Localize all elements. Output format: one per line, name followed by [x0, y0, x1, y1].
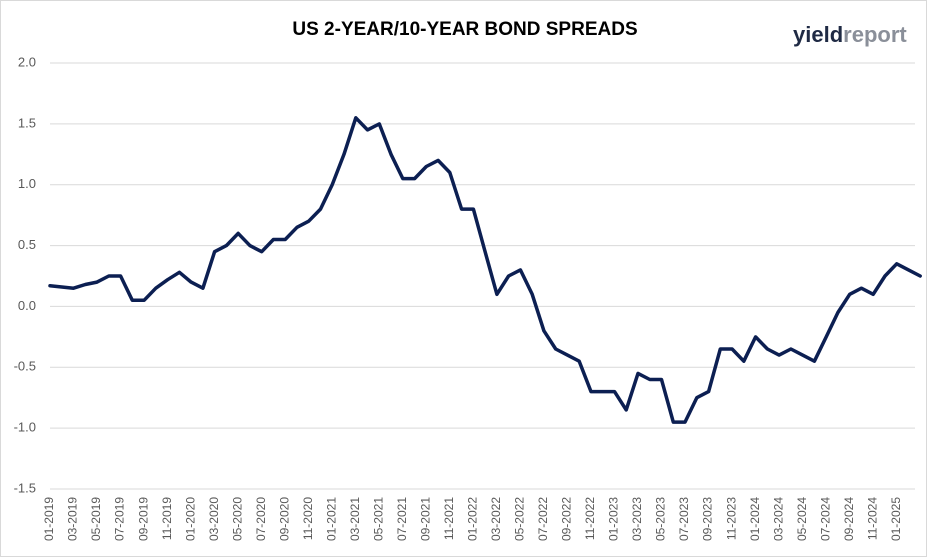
x-tick-label: 05-2023 — [654, 497, 668, 541]
x-tick-label: 01-2024 — [748, 497, 762, 541]
y-tick-label: 0.5 — [18, 237, 36, 252]
x-tick-label: 07-2023 — [677, 497, 691, 541]
x-tick-label: 01-2022 — [466, 497, 480, 541]
series-line — [48, 116, 922, 424]
x-tick-label: 03-2022 — [489, 497, 503, 541]
x-tick-label: 03-2023 — [630, 497, 644, 541]
x-tick-label: 11-2021 — [442, 497, 456, 540]
x-tick-label: 09-2019 — [136, 497, 150, 541]
x-tick-label: 09-2024 — [842, 497, 856, 541]
x-tick-label: 05-2022 — [513, 497, 527, 541]
logo: yieldreport — [793, 22, 907, 47]
y-tick-label: 2.0 — [18, 54, 36, 69]
x-tick-label: 05-2020 — [230, 497, 244, 541]
x-tick-label: 11-2019 — [160, 497, 174, 540]
logo-part: yield — [793, 22, 843, 47]
x-tick-label: 07-2022 — [536, 497, 550, 541]
x-tick-label: 01-2019 — [42, 497, 56, 541]
x-tick-label: 11-2024 — [865, 497, 879, 540]
y-tick-label: -1.0 — [14, 420, 36, 435]
y-tick-label: 1.0 — [18, 176, 36, 191]
x-tick-label: 09-2021 — [418, 497, 432, 541]
x-tick-label: 03-2021 — [348, 497, 362, 541]
x-tick-label: 03-2019 — [66, 497, 80, 541]
logo-part: report — [843, 22, 907, 47]
x-tick-label: 05-2019 — [89, 497, 103, 541]
x-tick-label: 11-2023 — [724, 497, 738, 540]
x-tick-label: 01-2025 — [889, 497, 903, 541]
x-tick-label: 09-2022 — [560, 497, 574, 541]
x-tick-label: 01-2023 — [607, 497, 621, 541]
y-tick-label: -0.5 — [14, 359, 36, 374]
x-tick-label: 05-2021 — [371, 497, 385, 541]
x-tick-label: 07-2019 — [113, 497, 127, 541]
x-tick-label: 11-2020 — [301, 497, 315, 540]
x-tick-label: 11-2022 — [583, 497, 597, 540]
y-tick-label: -1.5 — [14, 480, 36, 495]
y-tick-label: 0.0 — [18, 298, 36, 313]
x-tick-label: 07-2021 — [395, 497, 409, 541]
x-tick-label: 07-2024 — [818, 497, 832, 541]
x-tick-label: 05-2024 — [795, 497, 809, 541]
chart-title: US 2-YEAR/10-YEAR BOND SPREADS — [292, 19, 637, 40]
y-tick-label: 1.5 — [18, 115, 36, 130]
x-tick-label: 07-2020 — [254, 497, 268, 541]
x-tick-label: 01-2020 — [183, 497, 197, 541]
x-tick-label: 01-2021 — [324, 497, 338, 541]
x-tick-label: 03-2020 — [207, 497, 221, 541]
x-tick-label: 09-2023 — [701, 497, 715, 541]
x-tick-label: 09-2020 — [277, 497, 291, 541]
x-tick-label: 03-2024 — [771, 497, 785, 541]
